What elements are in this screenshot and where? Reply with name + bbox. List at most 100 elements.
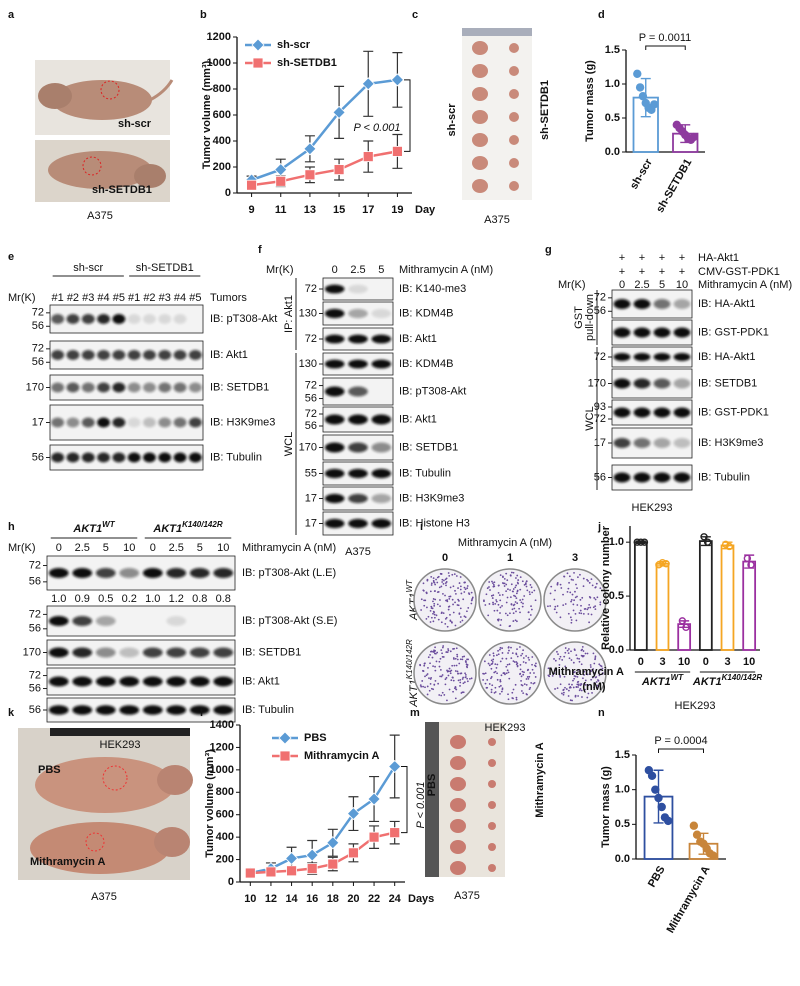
colony (456, 604, 459, 606)
data-point (655, 561, 663, 569)
panel-letter: c (412, 9, 418, 21)
colony (446, 600, 449, 603)
colony (590, 678, 593, 681)
colony (446, 669, 448, 672)
colony (528, 675, 531, 678)
data-point (692, 830, 702, 839)
colony (463, 586, 466, 589)
colony (454, 670, 457, 672)
colony (440, 612, 443, 615)
colony (447, 572, 450, 574)
data-point (700, 533, 708, 541)
colony (459, 588, 462, 591)
colony (459, 607, 462, 610)
colony (529, 686, 532, 689)
colony (427, 615, 430, 618)
colony (496, 609, 499, 612)
colony (571, 699, 574, 702)
bracket-label: WCL (283, 432, 295, 456)
blot-label: IB: GST-PDK1 (698, 326, 769, 338)
colony (466, 587, 469, 590)
colony (567, 695, 570, 697)
lane-label: #2 (67, 292, 79, 304)
band (673, 353, 691, 361)
colony (578, 689, 581, 692)
colony (572, 609, 575, 612)
colony (516, 655, 519, 658)
colony (582, 577, 585, 580)
band (112, 452, 126, 463)
band (112, 314, 126, 324)
blot-label: IB: SETDB1 (210, 381, 269, 393)
colony (579, 609, 582, 612)
colony (444, 594, 446, 597)
colony (550, 585, 553, 588)
tumor (488, 759, 496, 767)
colony (594, 608, 597, 611)
colony (428, 677, 430, 680)
marker-label: 17 (32, 416, 44, 428)
blot-label: IB: HA-Akt1 (698, 351, 755, 363)
colony (516, 648, 518, 650)
y-tick-label: 0.0 (605, 146, 620, 158)
band (48, 647, 69, 658)
cell-line: HEK293 (485, 722, 526, 734)
colony (467, 607, 470, 609)
colony (448, 574, 451, 577)
colony (499, 660, 502, 663)
colony (460, 672, 463, 675)
colony (451, 598, 454, 601)
colony (580, 604, 582, 607)
tumor (472, 64, 488, 78)
quant-label: 0.8 (216, 593, 231, 605)
colony (495, 600, 498, 603)
blot-label: IB: H3K9me3 (210, 416, 275, 428)
marker-label: 56 (305, 392, 317, 404)
band (653, 327, 671, 338)
colony (506, 614, 509, 617)
colony (520, 601, 523, 604)
marker-label: 72 (29, 608, 41, 620)
colony (464, 660, 467, 662)
band (371, 334, 392, 344)
colony (460, 592, 463, 595)
colony (559, 616, 562, 619)
band (119, 568, 140, 578)
colony (499, 648, 501, 651)
blot-label: IB: pT308-Akt (S.E) (242, 615, 337, 627)
colony (484, 672, 487, 675)
colony (566, 572, 569, 575)
tumor (488, 822, 496, 830)
band (673, 299, 691, 309)
colony (441, 674, 444, 676)
colony (494, 663, 497, 666)
band (613, 378, 631, 389)
colony (440, 649, 443, 652)
bracket (401, 765, 408, 834)
colony (551, 675, 554, 677)
colony (516, 602, 519, 605)
colony (528, 618, 531, 621)
photo-a (35, 60, 174, 202)
data-point (663, 816, 673, 826)
marker-label: 72 (594, 351, 606, 363)
colony (599, 668, 602, 671)
lane-label: 0 (619, 279, 625, 291)
band (324, 493, 345, 504)
colony (452, 690, 454, 693)
colony (562, 604, 565, 607)
colony (456, 655, 459, 658)
colony (526, 693, 528, 696)
colony (595, 681, 598, 683)
colony (462, 691, 465, 694)
marker-label: 17 (594, 437, 606, 449)
colony (490, 691, 493, 694)
photo-label: PBS (38, 764, 61, 776)
colony (562, 693, 565, 696)
band (613, 353, 631, 361)
data-point (633, 69, 642, 79)
marker (367, 792, 381, 806)
colony (444, 683, 447, 686)
gene: AKT1 (72, 523, 102, 535)
colony (497, 603, 500, 606)
